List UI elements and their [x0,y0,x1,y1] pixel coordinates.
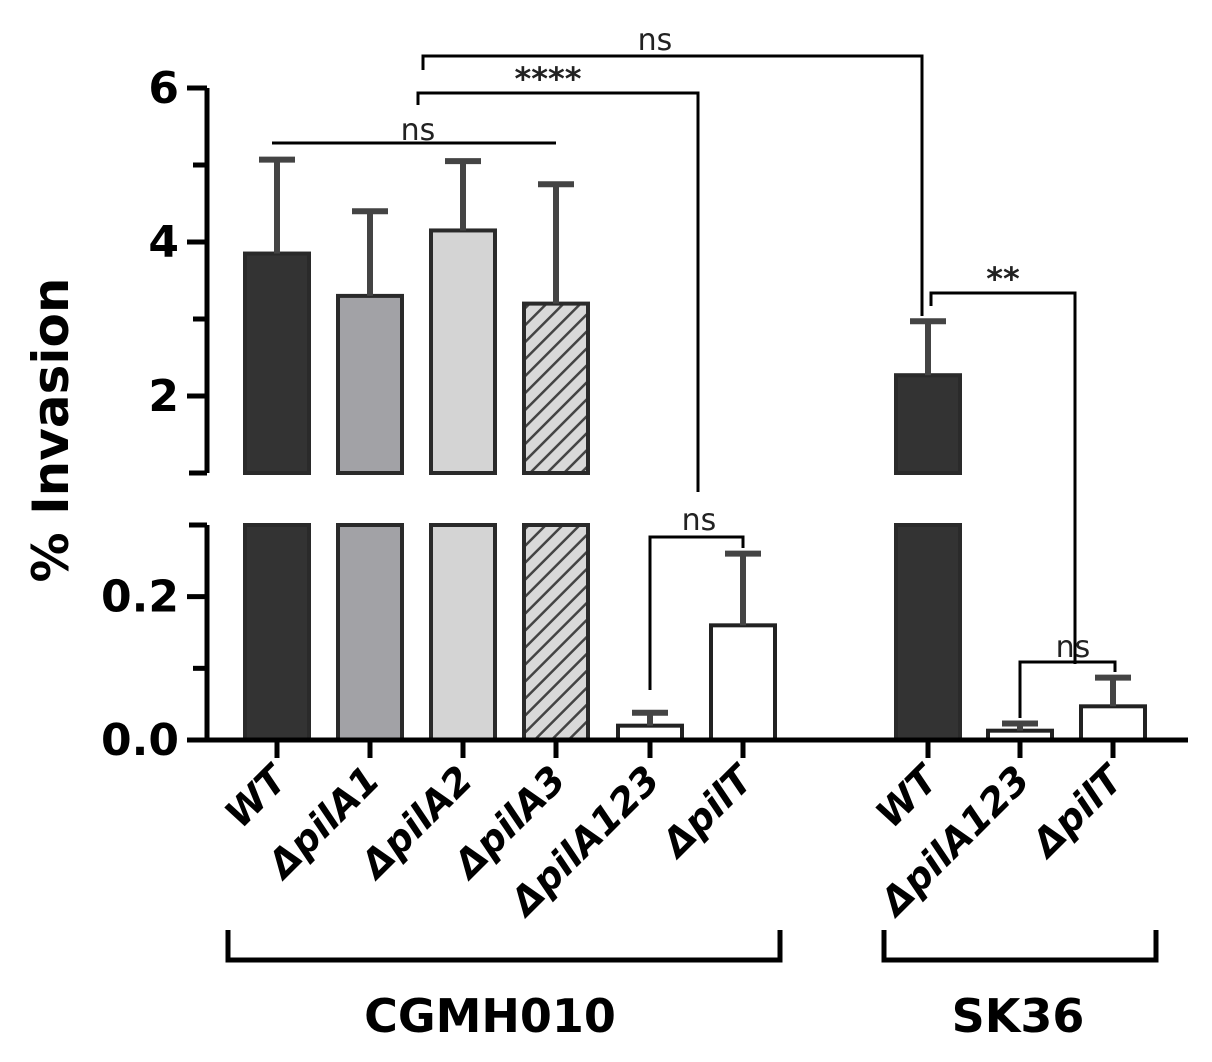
group-label: CGMH010 [364,989,616,1043]
x-category-label: WT [867,755,948,836]
group-bracket-line [225,930,783,963]
y-axis-label: % Invasion [22,278,80,583]
significance-line [1018,660,1117,718]
bar-lower-segment [522,523,590,742]
bar-upper-segment [894,373,962,475]
significance-bracket-1: **** [416,60,700,492]
significance-line [648,535,745,690]
significance-bracket-0: ns [272,113,556,148]
significance-brackets: ns **** ns ns ** ns [272,23,1117,718]
bar-4 [616,709,684,743]
significance-bracket-5: ns [1018,630,1117,718]
bar-upper-segment [243,251,311,475]
bar-3 [522,181,590,742]
bar-upper-segment [429,228,497,475]
significance-line [416,91,700,492]
group-bracket-1: SK36 [881,930,1159,1043]
significance-label: ns [638,23,673,58]
significance-label: ** [986,260,1020,298]
significance-label: ns [682,503,717,538]
significance-bracket-3: ns [648,503,745,690]
bar-7 [986,720,1054,743]
group-bracket-line [881,930,1159,963]
x-category-label: ΔpilT [651,755,763,867]
significance-label: **** [515,60,582,98]
significance-line [929,291,1077,664]
significance-bracket-2: ns [421,23,924,316]
significance-line [421,54,924,316]
y-tick-label: 6 [148,63,179,114]
x-category-label: ΔpilT [1021,755,1133,867]
bar-upper-segment [522,301,590,475]
bar-upper-segment [336,293,404,475]
bar-lower-segment [894,523,962,742]
bar-lower-segment [243,523,311,742]
y-tick-label: 0.0 [101,715,179,766]
bar-rect [1079,704,1147,742]
bar-2 [429,158,497,742]
significance-label: ns [1056,630,1091,665]
bar-lower-segment [429,523,497,742]
y-tick-label: 4 [148,217,179,268]
group-brackets: CGMH010 SK36 [225,930,1159,1043]
bar-0 [243,156,311,742]
bar-rect [709,623,777,742]
y-tick-label: 0.2 [101,572,179,623]
bar-8 [1079,674,1147,742]
y-tick-label: 2 [148,371,179,422]
significance-label: ns [401,113,436,148]
bar-5 [709,550,777,742]
bar-lower-segment [336,523,404,742]
group-label: SK36 [952,989,1085,1043]
significance-bracket-4: ** [929,260,1077,664]
x-category-label: WT [216,755,297,836]
bar-1 [336,208,404,742]
bars-layer [243,156,1147,743]
group-bracket-0: CGMH010 [225,930,783,1043]
bar-6 [894,318,962,742]
